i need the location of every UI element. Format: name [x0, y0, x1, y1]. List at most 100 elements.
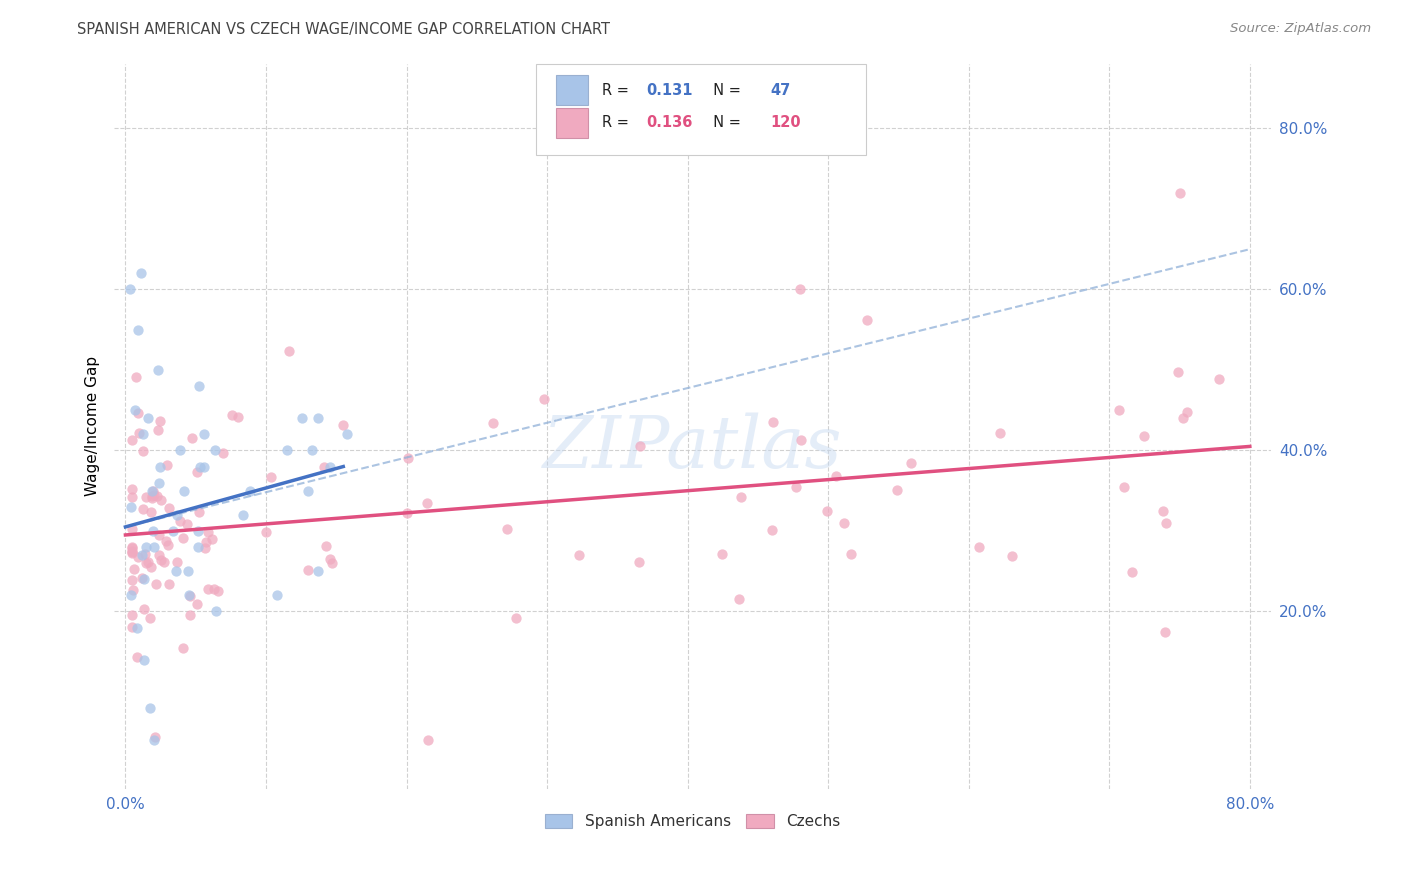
Point: [200, 533, 222, 547]
Point: [121, 544, 143, 558]
Point: [121, 545, 143, 559]
Point: [122, 582, 145, 597]
Point: [141, 491, 163, 505]
Point: [202, 582, 225, 597]
Point: [194, 541, 217, 556]
Point: [315, 540, 337, 554]
Point: [166, 508, 188, 522]
Point: [396, 450, 419, 465]
Point: [396, 506, 419, 520]
Point: [1001, 549, 1024, 563]
Point: [156, 538, 179, 552]
Point: [197, 525, 219, 540]
Point: [143, 730, 166, 744]
Point: [177, 564, 200, 578]
Point: [156, 458, 179, 473]
Text: R =: R =: [602, 115, 634, 130]
Point: [120, 282, 142, 296]
Point: [207, 583, 229, 598]
Point: [127, 550, 149, 565]
Y-axis label: Wage/Income Gap: Wage/Income Gap: [86, 356, 100, 496]
Point: [187, 540, 209, 554]
Point: [186, 465, 208, 479]
Point: [150, 553, 173, 567]
Point: [1112, 480, 1135, 494]
Point: [145, 489, 167, 503]
Point: [148, 527, 170, 541]
Point: [121, 573, 143, 587]
Point: [301, 443, 323, 458]
Bar: [555, 75, 589, 105]
Point: [1167, 365, 1189, 379]
Point: [149, 493, 172, 508]
Point: [312, 459, 335, 474]
Point: [127, 406, 149, 420]
Point: [136, 411, 159, 425]
Point: [728, 592, 751, 607]
Point: [212, 446, 235, 460]
Point: [789, 282, 811, 296]
Point: [139, 611, 162, 625]
Point: [1177, 405, 1199, 419]
Point: [276, 443, 298, 458]
Point: [146, 363, 169, 377]
Point: [134, 547, 156, 561]
Point: [254, 524, 277, 539]
Point: [166, 555, 188, 569]
Point: [221, 408, 243, 422]
Point: [481, 416, 503, 430]
Point: [416, 496, 439, 510]
Point: [142, 483, 165, 498]
Text: 47: 47: [770, 83, 790, 97]
Point: [193, 427, 215, 442]
Point: [125, 621, 148, 635]
Point: [148, 475, 170, 490]
Point: [121, 608, 143, 623]
Point: [239, 483, 262, 498]
Point: [297, 483, 319, 498]
Point: [789, 433, 811, 447]
Point: [125, 650, 148, 665]
Point: [128, 425, 150, 440]
Point: [319, 552, 342, 566]
Point: [134, 572, 156, 586]
Point: [1156, 516, 1178, 530]
Point: [266, 588, 288, 602]
Point: [148, 548, 170, 562]
Point: [121, 522, 143, 536]
Point: [132, 427, 155, 442]
Point: [143, 540, 166, 554]
Point: [176, 516, 198, 531]
Point: [730, 490, 752, 504]
Point: [125, 369, 148, 384]
Point: [121, 546, 143, 560]
Point: [134, 653, 156, 667]
Point: [143, 733, 166, 747]
Point: [187, 524, 209, 538]
Point: [307, 564, 329, 578]
Point: [568, 548, 591, 562]
Point: [120, 588, 142, 602]
Point: [165, 564, 187, 578]
Point: [149, 459, 172, 474]
Point: [226, 409, 249, 424]
Point: [121, 490, 143, 504]
Text: 0.131: 0.131: [647, 83, 693, 97]
Point: [297, 563, 319, 577]
Point: [232, 508, 254, 522]
FancyBboxPatch shape: [536, 64, 866, 154]
Point: [135, 540, 157, 554]
Point: [1168, 186, 1191, 200]
Point: [129, 266, 152, 280]
Point: [173, 483, 195, 498]
Point: [145, 576, 167, 591]
Point: [336, 427, 359, 442]
Point: [131, 548, 153, 562]
Point: [855, 312, 877, 326]
Point: [186, 598, 208, 612]
Text: 120: 120: [770, 115, 800, 130]
Bar: [555, 108, 589, 138]
Point: [194, 534, 217, 549]
Point: [132, 502, 155, 516]
Point: [141, 489, 163, 503]
